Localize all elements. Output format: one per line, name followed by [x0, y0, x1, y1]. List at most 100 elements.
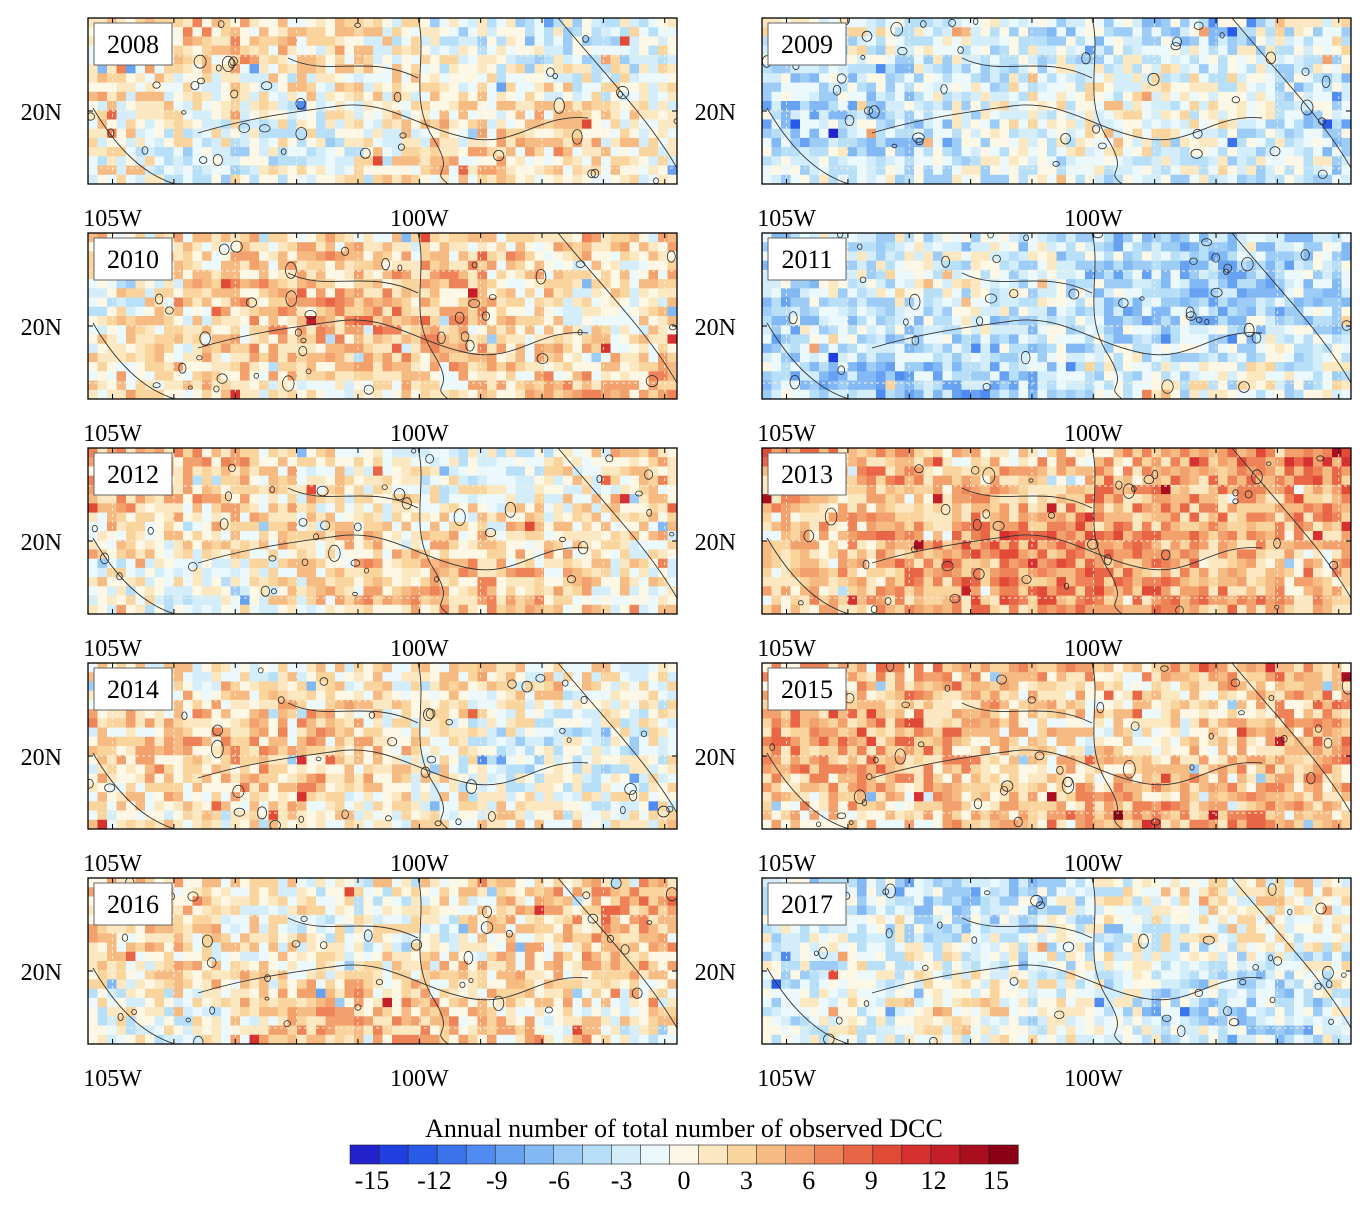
contour-blob: [1251, 332, 1262, 344]
cell: [1189, 316, 1200, 326]
contour-blob: [616, 85, 629, 100]
cell: [430, 352, 441, 363]
cell: [116, 389, 127, 399]
cell: [363, 174, 374, 184]
cell: [648, 389, 659, 399]
cell: [164, 101, 175, 111]
cell: [183, 137, 194, 148]
cell: [107, 334, 118, 345]
cell: [1208, 147, 1219, 157]
cell: [506, 119, 517, 130]
contour-blob: [1211, 252, 1221, 263]
cell: [895, 156, 906, 167]
cell: [999, 27, 1010, 38]
cell: [1199, 288, 1210, 299]
cell: [610, 242, 621, 253]
cell: [354, 174, 365, 184]
cell: [648, 343, 659, 354]
cell: [515, 297, 526, 308]
cell: [582, 362, 593, 372]
cell: [620, 242, 631, 253]
contour-blob: [221, 55, 235, 73]
contour-blob: [912, 132, 925, 143]
cell: [344, 306, 355, 317]
cell: [1294, 110, 1305, 121]
cell: [629, 36, 640, 47]
cell: [667, 119, 677, 130]
cell: [97, 137, 108, 148]
cell: [790, 128, 801, 139]
cell: [1170, 128, 1181, 139]
cell: [544, 325, 555, 336]
cell: [942, 297, 953, 308]
cell: [601, 233, 612, 243]
cell: [354, 457, 365, 468]
cell: [534, 334, 545, 345]
cell: [601, 101, 612, 111]
cell: [990, 36, 1001, 47]
cell: [762, 389, 773, 399]
cell: [923, 288, 934, 299]
cell: [468, 279, 479, 289]
cell: [515, 45, 526, 56]
cell: [1037, 389, 1048, 399]
cell: [809, 380, 820, 391]
cell: [316, 352, 327, 363]
cell: [1218, 334, 1229, 345]
contour-blob: [940, 84, 948, 95]
cell: [116, 343, 127, 354]
cell: [259, 457, 270, 468]
cell: [401, 36, 412, 47]
cell: [363, 73, 374, 84]
cell: [1313, 306, 1324, 317]
cell: [591, 156, 602, 167]
cell: [1037, 334, 1048, 345]
cell: [173, 269, 184, 280]
cell: [1341, 251, 1351, 262]
cell: [306, 45, 317, 56]
cell: [515, 334, 526, 345]
cell: [1009, 306, 1020, 317]
cell: [1246, 242, 1257, 253]
cell: [411, 457, 422, 468]
cell: [866, 389, 877, 399]
cell: [1037, 82, 1048, 93]
cell: [297, 343, 308, 354]
cell: [1256, 371, 1267, 382]
cell: [1066, 362, 1077, 372]
cell: [809, 279, 820, 289]
cell: [278, 371, 289, 382]
cell: [430, 297, 441, 308]
cell: [838, 352, 849, 363]
cell: [790, 101, 801, 111]
cell: [1094, 165, 1105, 176]
cell: [1322, 371, 1333, 382]
cell: [259, 448, 270, 458]
cell: [971, 165, 982, 176]
cell: [1189, 334, 1200, 345]
cell: [496, 297, 507, 308]
cell: [316, 242, 327, 253]
cell: [942, 352, 953, 363]
cell: [325, 466, 336, 477]
contour-blob: [217, 20, 225, 28]
cell: [449, 147, 460, 157]
cell: [135, 297, 146, 308]
cell: [306, 389, 317, 399]
cell: [980, 279, 991, 289]
cell: [439, 36, 450, 47]
cell: [534, 64, 545, 74]
contour-blob: [187, 385, 193, 390]
cell: [914, 64, 925, 74]
cell: [240, 297, 251, 308]
cell: [914, 137, 925, 148]
contour-blob: [259, 124, 271, 133]
cell: [468, 36, 479, 47]
cell: [933, 389, 944, 399]
cell: [382, 352, 393, 363]
cell: [961, 288, 972, 299]
cell: [610, 156, 621, 167]
cell: [458, 371, 469, 382]
cell: [1275, 233, 1286, 243]
cell: [1265, 82, 1276, 93]
